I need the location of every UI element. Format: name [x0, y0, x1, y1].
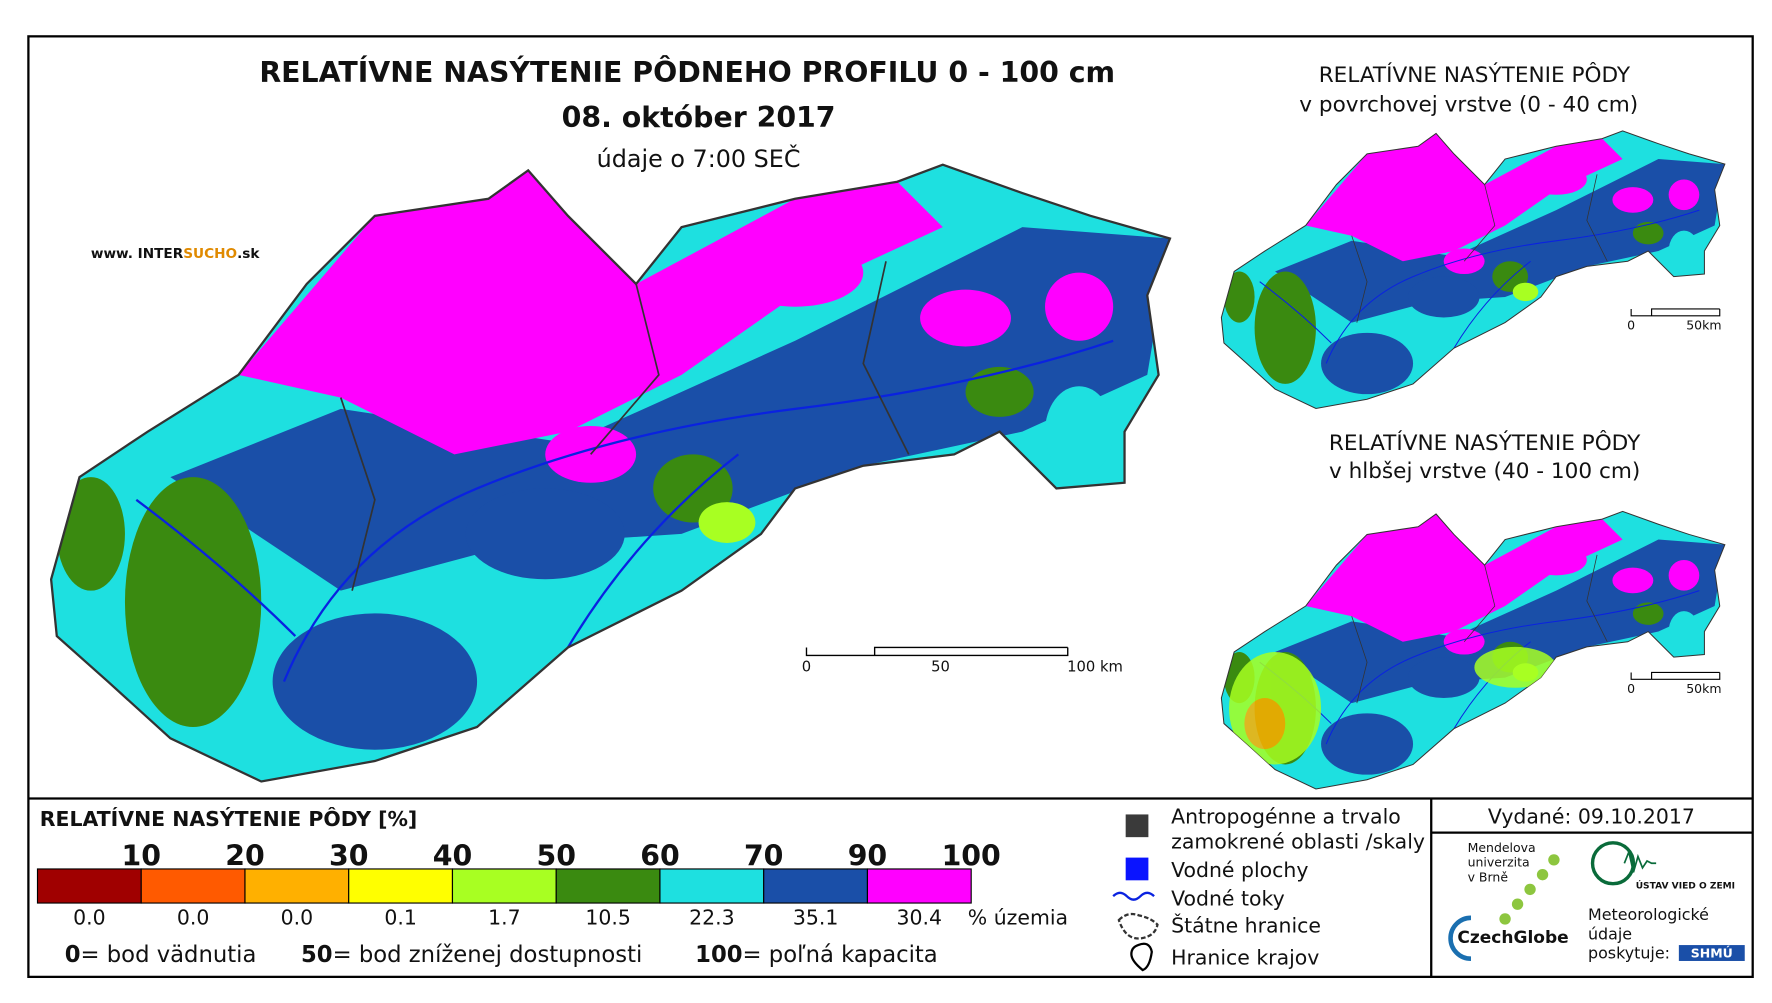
logo-text: Meteorologické [1588, 905, 1709, 924]
legend-limit: 20 [225, 840, 265, 873]
map-title: RELATÍVNE NASÝTENIE PÔDNEHO PROFILU 0 - … [259, 55, 1115, 89]
legend-title: RELATÍVNE NASÝTENIE PÔDY [%] [40, 806, 418, 831]
symbol-river [1112, 891, 1155, 901]
legend-frame [28, 797, 1753, 977]
legend-share: 1.7 [488, 906, 521, 930]
legend-swatch [866, 868, 972, 904]
logo-text: ÚSTAV VIED O ZEMI [1636, 879, 1735, 891]
legend-limit: 60 [640, 840, 680, 873]
symbol-label: Vodné plochy [1171, 858, 1308, 882]
scale-label: 50km [1686, 317, 1721, 332]
legend-share: 0.0 [281, 906, 314, 930]
legend-swatch [451, 868, 557, 904]
note-text: = bod zníženej dostupnosti [333, 942, 643, 968]
scale-label: 100 km [1067, 658, 1123, 675]
inset-subtitle: v hlbšej vrstve (40 - 100 cm) [1329, 459, 1640, 484]
legend-swatch [140, 868, 246, 904]
legend-notes: 0= bod vädnutia 50= bod zníženej dostupn… [65, 942, 938, 968]
website: www. INTERSUCHO.sk [91, 246, 261, 262]
note-text: = bod vädnutia [81, 942, 257, 968]
inset-title: RELATÍVNE NASÝTENIE PÔDY [1319, 62, 1631, 88]
legend-swatch [36, 868, 142, 904]
inset-overlay [1229, 646, 1557, 765]
legend-limit: 90 [848, 840, 888, 873]
scale-label: 50 [931, 658, 950, 675]
legend-share: 10.5 [585, 906, 631, 930]
symbol-label: Vodné toky [1171, 886, 1285, 910]
logos: Mendelova univerzita v Brně CzechGlobe Ú… [1448, 840, 1745, 963]
inset-title: RELATÍVNE NASÝTENIE PÔDY [1329, 430, 1641, 456]
scale-label: 0 [1627, 681, 1635, 696]
website-highlight: SUCHO [183, 246, 237, 262]
scale-label: 0 [1627, 317, 1635, 332]
logo-text: univerzita [1468, 855, 1530, 870]
symbol-label: Hranice krajov [1171, 945, 1319, 969]
note-key: 50 [301, 942, 333, 968]
legend-share: 0.0 [73, 906, 106, 930]
issued-date: Vydané: 09.10.2017 [1488, 805, 1695, 829]
note-text: = poľná kapacita [743, 942, 938, 968]
legend-share: 0.1 [384, 906, 417, 930]
symbol-legend: Antropogénne a trvalo zamokrené oblasti … [1112, 805, 1425, 972]
logo-text: poskytuje: [1588, 944, 1670, 963]
legend-bar: 10 0.0 20 0.0 30 0.0 40 0.1 50 1.7 60 10.5 70 22.3 90 3… [36, 840, 1001, 930]
scale-label: 50km [1686, 681, 1721, 696]
legend-swatch [555, 868, 661, 904]
website-prefix: www. INTER [91, 246, 184, 262]
symbol-label: Štátne hranice [1171, 913, 1321, 938]
logo-text: CzechGlobe [1457, 928, 1568, 948]
legend-limit: 40 [433, 840, 473, 873]
legend-limit: 10 [121, 840, 161, 873]
legend-limit: 50 [536, 840, 576, 873]
inset-scale-bar [1630, 308, 1721, 317]
legend-swatch [763, 868, 869, 904]
symbol-label: zamokrené oblasti /skaly [1171, 830, 1425, 854]
logo-text: SHMÚ [1691, 946, 1733, 961]
symbol-water [1125, 857, 1149, 881]
symbol-label: Antropogénne a trvalo [1171, 805, 1401, 829]
map-date: 08. október 2017 [562, 101, 836, 134]
time-note: údaje o 7:00 SEČ [597, 145, 801, 173]
legend-swatch [348, 868, 454, 904]
symbol-region [1130, 942, 1153, 972]
logo-text: Mendelova [1468, 840, 1536, 855]
scale-label: 0 [802, 658, 811, 675]
legend-share: 0.0 [177, 906, 210, 930]
note-key: 100 [695, 942, 742, 968]
legend-limit: 70 [744, 840, 784, 873]
main-scale-bar: 0 50 100 km [802, 646, 1123, 675]
inset-subtitle: v povrchovej vrstve (0 - 40 cm) [1299, 92, 1638, 117]
legend-share: 35.1 [793, 906, 839, 930]
legend-swatch [659, 868, 765, 904]
inset-scale-bar [1630, 671, 1721, 680]
share-unit: % územia [968, 906, 1068, 930]
legend-limit: 30 [329, 840, 369, 873]
note-key: 0 [65, 942, 81, 968]
logo-text: v Brně [1468, 869, 1509, 884]
website-suffix: .sk [237, 246, 260, 262]
legend-share: 22.3 [689, 906, 735, 930]
symbol-border [1117, 912, 1159, 940]
symbol-urban [1125, 814, 1149, 838]
legend-limit: 100 [942, 840, 1001, 873]
legend-share: 30.4 [897, 906, 943, 930]
legend-swatch [244, 868, 350, 904]
logo-text: údaje [1588, 924, 1632, 943]
